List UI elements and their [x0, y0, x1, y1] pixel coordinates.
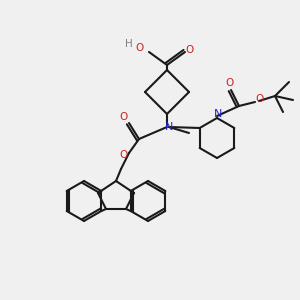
Text: N: N	[165, 122, 173, 132]
Text: O: O	[225, 78, 233, 88]
Text: N: N	[214, 109, 222, 119]
Text: O: O	[120, 112, 128, 122]
Text: O: O	[135, 43, 143, 53]
Text: O: O	[256, 94, 264, 104]
Text: O: O	[120, 150, 128, 160]
Text: O: O	[186, 45, 194, 55]
Text: H: H	[125, 39, 133, 49]
